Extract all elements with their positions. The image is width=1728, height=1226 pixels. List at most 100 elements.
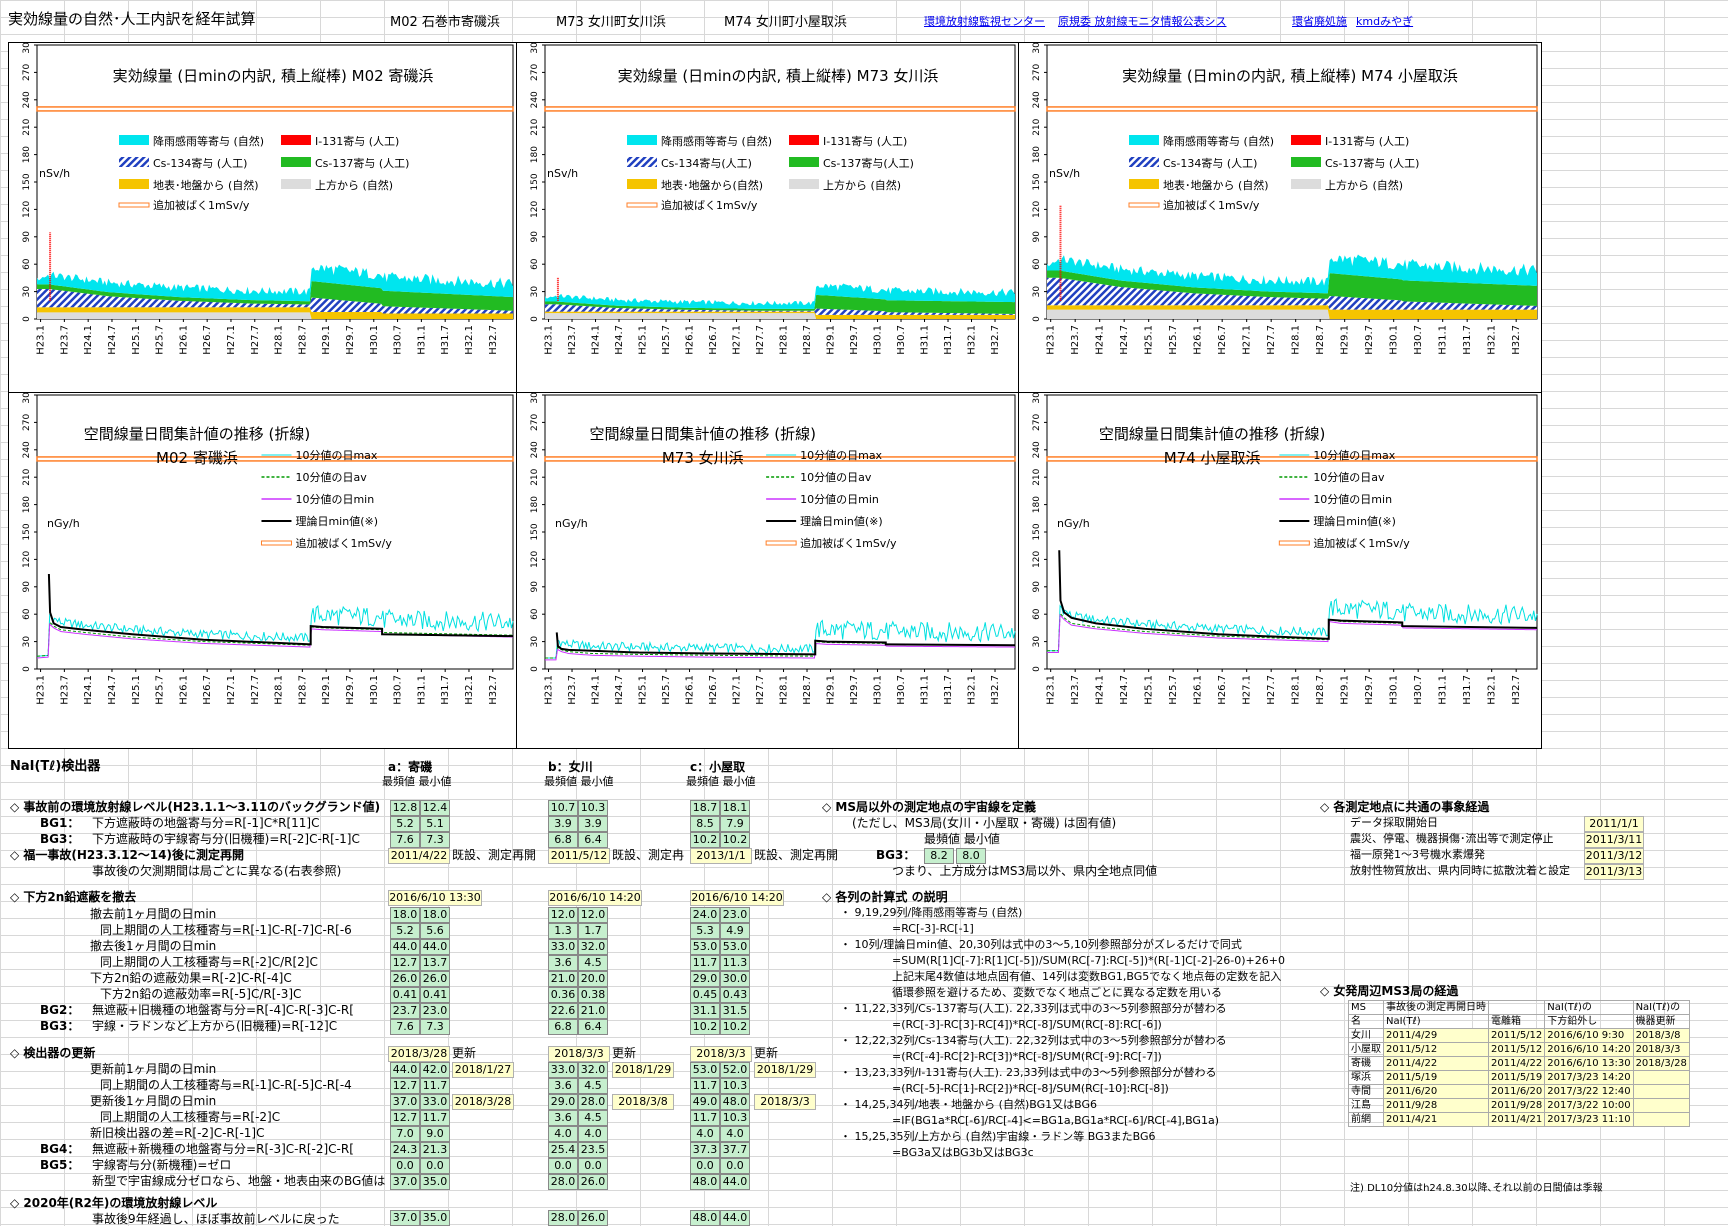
y-tick-label: 210 xyxy=(530,468,540,485)
bg3b-value: 10.2 xyxy=(690,1019,720,1035)
legend-label: 追加被ばく1mSv/y xyxy=(1313,536,1410,550)
x-tick-label: H25.7 xyxy=(1168,325,1179,355)
shield-row-value: 24.0 xyxy=(690,907,720,923)
x-tick-label: H26.7 xyxy=(708,675,719,705)
link-env-ministry[interactable]: 環省廃処施 xyxy=(1292,15,1347,28)
y-tick-label: 30 xyxy=(530,636,540,648)
bg4-value: 25.4 xyxy=(548,1142,578,1158)
bg1-value: 3.9 xyxy=(578,816,608,832)
formula-line: =RC[-3]-RC[-1] xyxy=(892,922,974,935)
x-tick-label: H30.1 xyxy=(369,675,380,705)
bg3b-value: 6.8 xyxy=(548,1019,578,1035)
legend-swatch xyxy=(626,202,658,208)
x-tick-label: H30.7 xyxy=(1413,675,1424,705)
shield-row-value: 0.45 xyxy=(690,987,720,1003)
y-tick-label: 300 xyxy=(1032,393,1042,404)
legend-swatch xyxy=(281,179,311,189)
update-row-value: 33.0 xyxy=(548,1062,578,1078)
update-row-value: 10.3 xyxy=(720,1078,750,1094)
x-tick-label: H23.7 xyxy=(567,325,578,355)
x-tick-label: H30.7 xyxy=(1413,325,1424,355)
table-cell: 2011/6/20 xyxy=(1487,1084,1546,1099)
link-monitoring-center[interactable]: 環境放射線監視センター xyxy=(924,15,1045,28)
legend-label: 地表･地盤から(自然) xyxy=(661,178,763,192)
x-tick-label: H31.1 xyxy=(1438,675,1449,705)
table-cell: 2011/5/19 xyxy=(1487,1070,1546,1085)
update-row-label: 同上期間の人工核種寄与=R[-1]C-R[-5]C-R[-4 xyxy=(100,1078,352,1092)
x-tick-label: H24.7 xyxy=(614,325,625,355)
bg5-key: BG5： xyxy=(40,1158,80,1172)
y-tick-label: 0 xyxy=(1032,666,1042,672)
y-tick-label: 300 xyxy=(1032,43,1042,54)
bg5-note-value: 26.0 xyxy=(578,1174,608,1190)
x-tick-label: H24.7 xyxy=(1119,325,1130,355)
legend-swatch xyxy=(627,179,657,189)
legend-swatch xyxy=(627,135,657,145)
shield-row-value: 18.0 xyxy=(420,907,450,923)
y-tick-label: 180 xyxy=(530,146,540,163)
legend-label: 10分値の日av xyxy=(1313,471,1385,484)
legend-label: 追加被ばく1mSv/y xyxy=(661,198,758,212)
x-tick-label: H29.1 xyxy=(321,325,332,355)
legend-label: 降雨感雨等寄与 (自然) xyxy=(153,134,264,148)
series-min xyxy=(545,642,1016,661)
table-row: 名 NaI(Tℓ) 電離箱 下方鉛外し 機器更新 xyxy=(1348,1014,1690,1029)
shield-row-value: 13.7 xyxy=(420,955,450,971)
legend-swatch xyxy=(789,135,819,145)
y-tick-label: 270 xyxy=(1032,64,1042,81)
x-tick-label: H25.7 xyxy=(661,675,672,705)
shield-row-value: 44.0 xyxy=(390,939,420,955)
x-tick-label: H32.7 xyxy=(990,325,1001,355)
x-tick-label: H24.7 xyxy=(107,675,118,705)
series-rain xyxy=(545,283,1015,309)
update-row-value: 44.0 xyxy=(390,1062,420,1078)
y-tick-label: 90 xyxy=(22,581,32,593)
y-axis-label: nSv/h xyxy=(39,167,70,180)
x-tick-label: H29.7 xyxy=(1364,325,1375,355)
legend-label: 10分値の日max xyxy=(295,449,377,462)
x-tick-label: H25.7 xyxy=(155,675,166,705)
table-cell: 前網 xyxy=(1348,1112,1384,1127)
bg5-note-value: 44.0 xyxy=(720,1174,750,1190)
shield-row-label: 同上期間の人工核種寄与=R[-2]C/R[2]C xyxy=(100,955,318,969)
section-detector-update: ◇ 検出器の更新 xyxy=(10,1046,96,1060)
link-nra-monitor[interactable]: 原規委 放射線モニタ情報公表シス xyxy=(1058,15,1227,28)
y-tick-label: 180 xyxy=(1032,496,1042,513)
y-tick-label: 150 xyxy=(530,523,540,540)
legend-label: 上方から (自然) xyxy=(823,178,901,192)
x-tick-label: H32.7 xyxy=(488,675,499,705)
update-row-value: 37.0 xyxy=(390,1094,420,1110)
y-tick-label: 300 xyxy=(22,393,32,404)
series-upper xyxy=(1047,309,1537,319)
dose-breakdown-chart-m74: 0 30 60 90 120 150 180 210 240 270 300 H23.1 H23.7 H2… xyxy=(1032,36,1538,355)
series-max xyxy=(36,604,514,657)
update-label-a: 更新 xyxy=(452,1046,477,1060)
plot-area xyxy=(544,394,1016,670)
ms3-history-note: 注) DL10分値はh24.8.30以降､それ以前の日間値は季報 xyxy=(1350,1183,1603,1194)
y-tick-label: 120 xyxy=(22,201,32,218)
update-row-value: 4.0 xyxy=(548,1126,578,1142)
table-cell: 2018/3/28 xyxy=(1632,1056,1690,1071)
x-tick-label: H27.7 xyxy=(1266,325,1277,355)
x-tick-label: H24.1 xyxy=(83,325,94,355)
link-kmd-miyagi[interactable]: kmdみやぎ xyxy=(1356,15,1414,28)
x-tick-label: H32.1 xyxy=(464,675,475,705)
shield-row-value: 20.0 xyxy=(578,971,608,987)
bg3-key: BG3： xyxy=(40,832,80,846)
bg-value: 12.4 xyxy=(420,800,450,816)
y-tick-label: 180 xyxy=(22,146,32,163)
ms3-history-table: MS 事故後の測定再開日時 NaI(Tℓ)の NaI(Tℓ)の名 NaI(Tℓ) 電離箱下… xyxy=(1348,1000,1690,1127)
y-tick-label: 90 xyxy=(1032,581,1042,593)
shield-row-value: 12.0 xyxy=(578,907,608,923)
formula-line: 循環参照を避けるため、変数でなく地点ごとに異なる定数を用いる xyxy=(892,986,1222,999)
formula-line: =IF(BG1a*RC[-6]/RC[-4]<=BG1a,BG1a*RC[-6]… xyxy=(892,1114,1219,1127)
y-tick-label: 150 xyxy=(22,523,32,540)
bg2-value: 23.7 xyxy=(390,1003,420,1019)
ms3-bg3-key: BG3： xyxy=(876,848,916,862)
y-tick-label: 180 xyxy=(22,496,32,513)
shield-row-value: 21.0 xyxy=(548,971,578,987)
legend-label: Cs-137寄与 (人工) xyxy=(315,156,409,170)
x-tick-label: H23.1 xyxy=(1046,675,1057,705)
x-tick-label: H26.1 xyxy=(178,325,189,355)
x-tick-label: H24.1 xyxy=(83,675,94,705)
